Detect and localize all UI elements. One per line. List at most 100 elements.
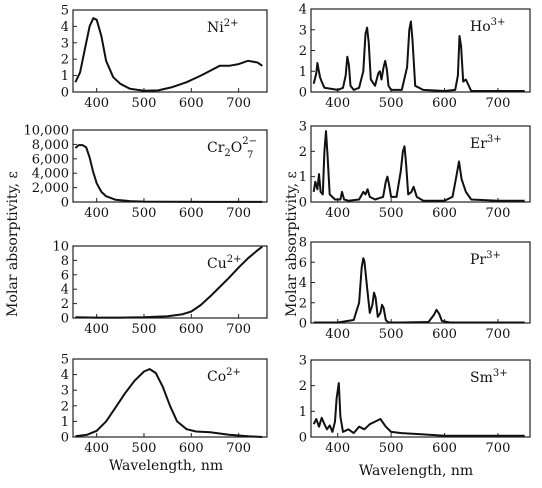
y-tick-label: 0: [61, 196, 69, 211]
y-tick-label: 0: [299, 317, 307, 332]
y-tick-label: 4: [61, 368, 69, 383]
y-tick-label: 0: [299, 196, 307, 211]
x-tick-label: 500: [132, 206, 157, 221]
y-tick-label: 8: [61, 254, 69, 269]
left-y-axis-label: Molar absorptivity, ε: [5, 171, 21, 317]
y-tick-label: 3: [299, 120, 307, 135]
panel-right-0: 0 1 2 3 4 400 500 600 700 Ho3+: [299, 3, 531, 111]
y-tick-label: 10: [52, 240, 69, 255]
y-tick-label: 4,000: [32, 167, 69, 182]
y-tick-label: 2: [61, 53, 69, 68]
x-tick-label: 500: [379, 206, 404, 221]
ion-label: Ni2+: [207, 18, 238, 36]
y-tick-label: 4: [299, 276, 307, 291]
y-tick-label: 6: [61, 268, 69, 283]
y-tick-label: 3: [61, 384, 69, 399]
y-tick-label: 1: [61, 415, 69, 430]
ion-label: Sm3+: [470, 368, 508, 386]
y-tick-label: 0: [61, 86, 69, 101]
plot-frame: [72, 358, 268, 438]
x-tick-label: 700: [226, 441, 251, 456]
x-tick-label: 400: [84, 96, 109, 111]
x-tick-label: 400: [84, 322, 109, 337]
spectrum-line: [312, 130, 525, 202]
x-tick-label: 600: [432, 206, 457, 221]
left-x-axis-label: Wavelength, nm: [109, 458, 223, 474]
panel-right-1: 0 1 2 3 400 500 600 700 Er3+: [299, 120, 531, 221]
x-tick-label: 400: [325, 441, 350, 456]
y-tick-label: 1: [61, 69, 69, 84]
x-tick-label: 500: [132, 96, 157, 111]
y-tick-label: 3: [299, 23, 307, 38]
y-tick-label: 0: [299, 431, 307, 446]
plot-frame: [310, 359, 531, 438]
x-tick-label: 700: [226, 96, 251, 111]
spectrum-line: [313, 257, 525, 324]
y-tick-label: 1: [299, 170, 307, 185]
panel-left-0: 0 12 345 400 500 600 700 Ni2+: [61, 4, 268, 111]
x-tick-label: 600: [179, 441, 204, 456]
ion-label: Co2+: [207, 367, 241, 385]
x-tick-label: 500: [379, 327, 404, 342]
plot-frame: [72, 245, 268, 319]
x-tick-label: 700: [226, 206, 251, 221]
y-tick-label: 2: [299, 44, 307, 59]
x-tick-label: 500: [132, 441, 157, 456]
x-tick-label: 700: [226, 322, 251, 337]
x-tick-label: 600: [432, 441, 457, 456]
y-tick-label: 8,000: [32, 138, 69, 153]
x-tick-label: 600: [179, 322, 204, 337]
x-tick-label: 700: [486, 206, 511, 221]
y-tick-label: 1: [299, 65, 307, 80]
spectrum-line: [312, 20, 525, 92]
ion-label: Cr2O2− 7: [207, 136, 257, 161]
spectrum-line: [74, 144, 263, 203]
y-tick-label: 2: [299, 296, 307, 311]
panel-right-3: 0 1 2 3 400 500 600 700 Sm3+: [299, 354, 531, 456]
x-tick-label: 400: [84, 206, 109, 221]
ion-label: Pr3+: [470, 250, 501, 268]
plot-frame: [72, 9, 268, 93]
y-tick-label: 2: [61, 297, 69, 312]
x-tick-label: 600: [432, 96, 457, 111]
x-tick-label: 500: [379, 441, 404, 456]
plot-frame: [310, 125, 531, 203]
y-tick-label: 8: [299, 236, 307, 251]
x-tick-label: 400: [325, 206, 350, 221]
y-tick-label: 2,000: [32, 181, 69, 196]
ion-label: Cu2+: [207, 254, 241, 272]
y-tick-label: 0: [61, 312, 69, 327]
y-tick-label: 0: [61, 431, 69, 446]
y-tick-label: 6,000: [32, 152, 69, 167]
x-tick-label: 500: [379, 96, 404, 111]
y-tick-label: 2: [61, 399, 69, 414]
y-tick-label: 5: [61, 4, 69, 19]
x-tick-label: 700: [486, 96, 511, 111]
y-tick-label: 0: [299, 86, 307, 101]
y-tick-label: 1: [299, 405, 307, 420]
y-tick-label: 3: [299, 354, 307, 369]
x-tick-label: 700: [486, 441, 511, 456]
y-tick-label: 4: [299, 3, 307, 18]
x-tick-label: 700: [486, 327, 511, 342]
ion-label: Er3+: [470, 134, 502, 152]
y-tick-label: 4: [61, 283, 69, 298]
x-tick-label: 500: [132, 322, 157, 337]
y-tick-label: 5: [61, 353, 69, 368]
x-tick-label: 400: [325, 327, 350, 342]
spectrum-line: [75, 245, 263, 319]
y-tick-label: 2: [299, 379, 307, 394]
spectrum-line: [312, 382, 525, 437]
spectrum-line: [74, 17, 263, 92]
x-tick-label: 600: [179, 206, 204, 221]
y-tick-label: 6: [299, 256, 307, 271]
x-tick-label: 400: [325, 96, 350, 111]
x-tick-label: 400: [84, 441, 109, 456]
y-tick-label: 4: [61, 20, 69, 35]
x-tick-label: 600: [432, 327, 457, 342]
